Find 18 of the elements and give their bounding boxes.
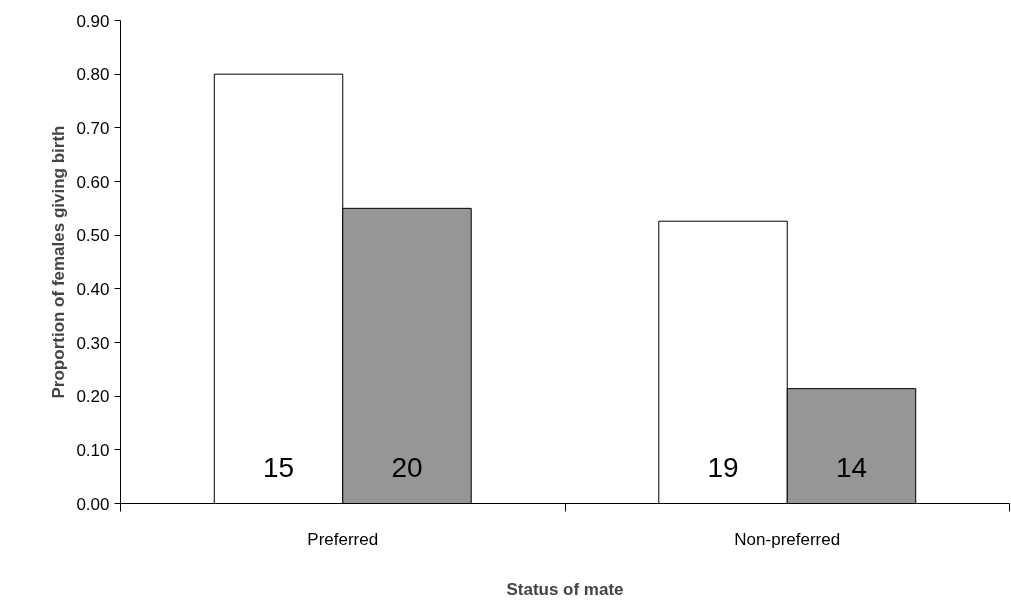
x-tick-label: Non-preferred (734, 529, 841, 549)
annotation: 14 (835, 451, 868, 483)
y-tick-label: 0.10 (76, 440, 110, 460)
y-tick-label: 0.50 (76, 226, 110, 246)
y-tick-label: 0.90 (76, 11, 110, 31)
x-axis-title: Status of mate (506, 579, 624, 599)
y-tick-label: 0.30 (76, 333, 110, 353)
y-axis-title: Proportion of females giving birth (49, 125, 69, 399)
annotation: 20 (391, 451, 423, 483)
annotation: 15 (262, 451, 295, 483)
x-tick-label: Preferred (307, 529, 379, 549)
y-tick-label: 0.00 (76, 494, 110, 514)
y-tick-label: 0.20 (76, 387, 110, 407)
y-tick-label: 0.70 (76, 118, 110, 138)
y-tick-label: 0.80 (76, 65, 110, 85)
y-tick-label: 0.40 (76, 279, 110, 299)
annotation: 19 (707, 451, 739, 483)
y-tick-label: 0.60 (76, 172, 110, 192)
